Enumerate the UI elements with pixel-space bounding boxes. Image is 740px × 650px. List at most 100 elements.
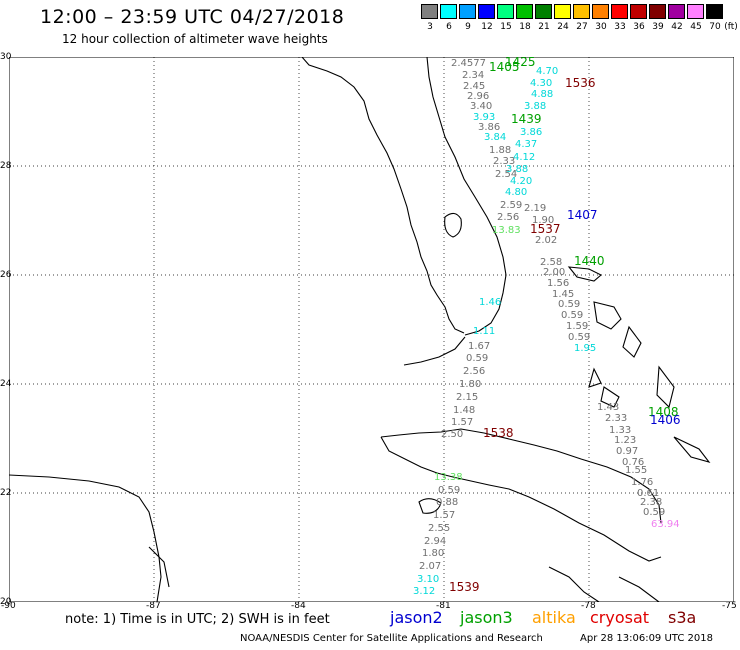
scale-label: 45 (690, 22, 702, 32)
wave-height-label: 1.95 (574, 343, 596, 354)
scale-swatch (687, 4, 704, 19)
lon-label: -84 (291, 601, 306, 611)
wave-height-label: 3.12 (413, 586, 435, 597)
scale-swatch (668, 4, 685, 19)
wave-height-label: 2.19 (524, 203, 546, 214)
wave-height-label: 2.33 (493, 156, 515, 167)
legend-altika: altika (532, 608, 576, 627)
wave-height-label: 1.67 (468, 341, 490, 352)
wave-height-label: 0.59 (568, 332, 590, 343)
lon-label: -75 (722, 601, 737, 611)
lat-label: 28 (0, 161, 12, 171)
scale-swatch (706, 4, 723, 19)
scale-swatch (478, 4, 495, 19)
wave-height-label: 0.97 (616, 446, 638, 457)
wave-height-label: 13.38 (434, 472, 463, 483)
wave-height-label: 1.43 (597, 402, 619, 413)
footer-timestamp: Apr 28 13:06:09 UTC 2018 (580, 633, 713, 644)
wave-height-label: 1.90 (532, 215, 554, 226)
wave-height-label: 2.55 (428, 523, 450, 534)
wave-height-label: 3.84 (484, 132, 506, 143)
wave-height-label: 0.76 (622, 457, 644, 468)
wave-height-label: 1.33 (609, 425, 631, 436)
lon-label: -87 (146, 601, 161, 611)
scale-label: 39 (652, 22, 664, 32)
wave-height-label: 2.02 (535, 235, 557, 246)
wave-height-label: 2.58 (540, 257, 562, 268)
scale-label: 12 (481, 22, 493, 32)
wave-height-label: 2.00 (543, 267, 565, 278)
scale-label: 33 (614, 22, 626, 32)
coastline (9, 57, 711, 602)
footer-credit: NOAA/NESDIS Center for Satellite Applica… (240, 633, 543, 644)
wave-height-label: 2.54 (495, 169, 517, 180)
pass-time-label: 1439 (511, 112, 542, 126)
scale-label: 6 (446, 22, 452, 32)
wave-height-label: 2.45 (463, 81, 485, 92)
wave-height-label: 3.40 (470, 101, 492, 112)
wave-height-label: 1.80 (459, 379, 481, 390)
scale-label: 21 (538, 22, 550, 32)
wave-height-label: 0.59 (438, 485, 460, 496)
wave-height-label: 1.56 (547, 278, 569, 289)
pass-time-label: 1406 (650, 413, 681, 427)
wave-height-label: 2.56 (463, 366, 485, 377)
wave-height-label: 2.56 (497, 212, 519, 223)
scale-label: 15 (500, 22, 512, 32)
wave-height-label: 0.61 (637, 488, 659, 499)
scale-label: 18 (519, 22, 531, 32)
scale-label: 9 (465, 22, 471, 32)
wave-height-label: 1.11 (473, 326, 495, 337)
scale-swatch (516, 4, 533, 19)
pass-time-label: 1407 (567, 208, 598, 222)
wave-height-label: 0.59 (558, 299, 580, 310)
lat-label: 24 (0, 379, 12, 389)
pass-time-label: 1537 (530, 222, 561, 236)
map-frame (9, 57, 734, 602)
wave-height-label: 1.23 (614, 435, 636, 446)
lat-label: 30 (0, 52, 12, 62)
wave-height-label: 4.30 (530, 78, 552, 89)
wave-height-label: 13.83 (492, 225, 521, 236)
wave-height-label: 1.46 (479, 297, 501, 308)
scale-label: 27 (576, 22, 588, 32)
lon-label: -81 (436, 601, 451, 611)
wave-height-label: 2.94 (424, 536, 446, 547)
wave-height-label: 2.50 (441, 429, 463, 440)
scale-label: 3 (427, 22, 433, 32)
legend-cryosat: cryosat (590, 608, 650, 627)
scale-swatch (630, 4, 647, 19)
wave-height-label: 2.15 (456, 392, 478, 403)
scale-swatch (554, 4, 571, 19)
wave-height-label: 0.59 (561, 310, 583, 321)
scale-swatch (592, 4, 609, 19)
wave-height-label: 3.86 (478, 122, 500, 133)
scale-unit: (ft) (724, 22, 738, 32)
wave-height-label: 63.94 (651, 519, 680, 530)
wave-height-label: 1.57 (433, 510, 455, 521)
wave-height-label: 1.59 (566, 321, 588, 332)
scale-swatch (649, 4, 666, 19)
wave-height-label: 3.93 (473, 112, 495, 123)
scale-swatch (440, 4, 457, 19)
lon-label: -78 (581, 601, 596, 611)
scale-label: 42 (671, 22, 683, 32)
wave-height-label: 2.33 (605, 413, 627, 424)
scale-label: 36 (633, 22, 645, 32)
page-title: 12:00 – 23:59 UTC 04/27/2018 (40, 6, 345, 28)
scale-label: 70 (709, 22, 721, 32)
pass-time-label: 1408 (648, 405, 679, 419)
note-text: note: 1) Time is in UTC; 2) SWH is in fe… (65, 612, 330, 627)
scale-swatch (611, 4, 628, 19)
wave-height-label: 4.37 (515, 139, 537, 150)
scale-label: 30 (595, 22, 607, 32)
wave-height-label: 3.88 (524, 101, 546, 112)
wave-height-label: 3.10 (417, 574, 439, 585)
pass-time-label: 1440 (574, 254, 605, 268)
scale-swatch (573, 4, 590, 19)
wave-height-label: 3.86 (520, 127, 542, 138)
wave-height-label: 1.57 (451, 417, 473, 428)
wave-height-label: 1.80 (422, 548, 444, 559)
